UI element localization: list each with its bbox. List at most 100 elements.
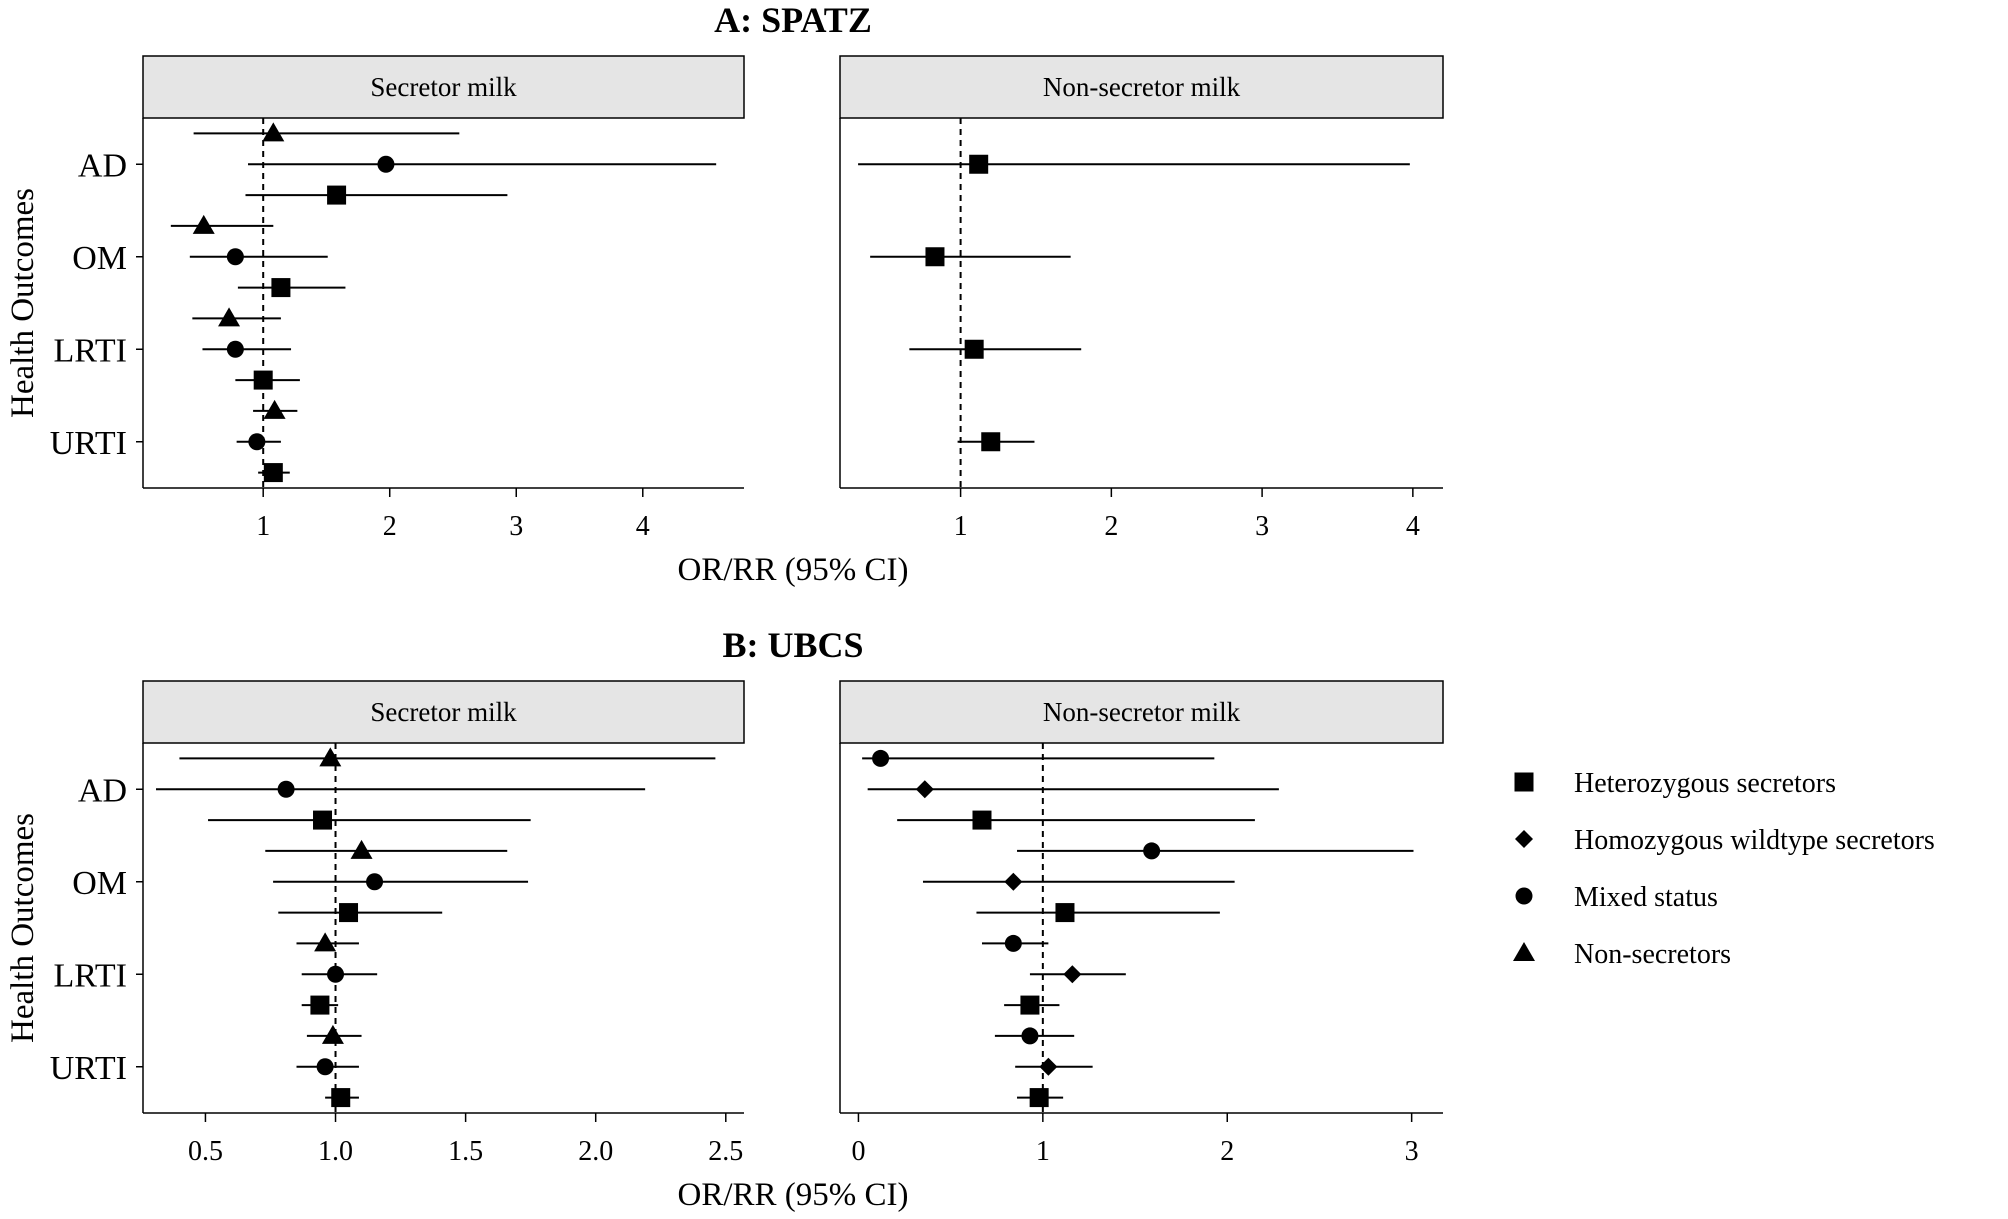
legend-key-square [1514,772,1534,792]
point-marker [969,154,989,174]
point-marker [1020,995,1040,1015]
strip-background [839,680,1444,744]
point-marker [872,749,890,767]
point-marker [327,965,345,983]
panel-non-secretor-milk: Non-secretor milk 1 2 3 4 [839,55,1444,542]
point-marker [1004,872,1023,891]
point-marker [310,995,330,1015]
strip-label: Non-secretor milk [1043,72,1241,102]
strip-label: Non-secretor milk [1043,697,1241,727]
point-marker [277,780,295,798]
legend-item-non-secretors: Non-secretors [1513,939,1731,970]
point-marker [1021,1027,1039,1045]
point-marker [226,340,244,358]
estimate-ad-heterozygous-secretors [897,810,1255,830]
estimate-om-non-secretors [170,214,274,234]
panel-non-secretor-milk: Non-secretor milk 0 1 2 3 [839,680,1444,1167]
estimate-ad-heterozygous-secretors [245,185,508,205]
legend-label: Non-secretors [1574,939,1731,970]
estimate-ad-homozygous-wildtype-secretors [867,780,1279,799]
point-marker [327,185,347,205]
estimate-om-mixed-status [189,248,328,266]
point-marker [339,903,359,923]
x-tick-label: 1 [1036,1136,1050,1167]
point-marker [350,839,373,859]
legend-item-mixed-status: Mixed status [1515,882,1718,913]
x-tick-label: 2.0 [578,1136,613,1167]
panel-secretor-milk: Secretor milk 1 2 3 4 [142,55,745,542]
panel-secretor-milk: Secretor milk 0.5 1.0 1.5 2.0 2.5 [142,680,745,1167]
x-tick-label: 2.5 [708,1136,743,1167]
y-tick-label-ad: AD [78,772,127,809]
point-marker [377,155,395,173]
y-tick-label-ad: AD [78,147,127,184]
estimate-lrti-non-secretors [192,307,281,327]
estimate-ad-non-secretors [179,747,716,767]
y-tick-label-lrti: LRTI [54,332,128,369]
point-marker [925,247,945,267]
strip-background [142,55,745,119]
estimate-lrti-heterozygous-secretors [301,995,339,1015]
x-tick-label: 3 [1255,511,1269,542]
estimate-lrti-heterozygous-secretors [909,339,1082,359]
point-marker [263,399,286,419]
point-marker [366,873,384,891]
estimate-ad-mixed-status [862,749,1215,767]
estimate-lrti-non-secretors [296,932,359,952]
estimate-om-mixed-status [273,873,529,891]
estimate-om-heterozygous-secretors [870,247,1071,267]
point-marker [972,810,992,830]
estimate-urti-homozygous-wildtype-secretors [1015,1057,1093,1076]
estimate-lrti-heterozygous-secretors [1004,995,1060,1015]
point-marker [321,1024,344,1044]
strip-label: Secretor milk [370,697,517,727]
y-axis-title: Health Outcomes [5,813,41,1043]
point-marker [1055,903,1075,923]
y-tick-label-om: OM [72,865,127,902]
x-tick-label: 1 [954,511,968,542]
point-marker [218,307,241,327]
x-axis-title: OR/RR (95% CI) [678,552,909,588]
y-axis-title: Health Outcomes [5,188,41,418]
point-marker [1029,1088,1049,1108]
point-marker [964,339,984,359]
estimate-urti-non-secretors [253,399,298,419]
legend-key-diamond [1515,830,1533,848]
x-tick-label: 3 [509,511,523,542]
estimate-ad-non-secretors [193,122,460,142]
chart-title: A: SPATZ [714,0,872,40]
estimate-urti-heterozygous-secretors [957,432,1035,452]
legend-item-homozygous-wildtype-secretors: Homozygous wildtype secretors [1515,825,1935,856]
estimate-urti-heterozygous-secretors [325,1088,359,1108]
strip-label: Secretor milk [370,72,517,102]
estimate-ad-mixed-status [248,155,717,173]
y-tick-label-urti: URTI [50,425,127,462]
point-marker [313,810,333,830]
estimate-ad-mixed-status [156,780,646,798]
point-marker [1143,842,1161,860]
chart-block-b: B: UBCS Health Outcomes AD OM LRTI URTI Secret… [5,625,1444,1213]
x-tick-label: 2 [1220,1136,1234,1167]
x-tick-label: 4 [636,511,650,542]
x-axis-title: OR/RR (95% CI) [678,1177,909,1213]
estimate-om-heterozygous-secretors [976,903,1220,923]
y-tick-label-urti: URTI [50,1050,127,1087]
x-tick-label: 2 [1104,511,1118,542]
point-marker [253,370,273,390]
estimate-ad-heterozygous-secretors [208,810,531,830]
x-tick-label: 0.5 [188,1136,223,1167]
point-marker [915,780,934,799]
estimate-lrti-mixed-status [202,340,292,358]
point-marker [263,463,283,483]
legend-key-triangle [1513,942,1535,961]
x-tick-label: 1 [256,511,270,542]
x-tick-label: 1.5 [448,1136,483,1167]
estimate-urti-non-secretors [306,1024,362,1044]
legend-label: Homozygous wildtype secretors [1574,825,1935,856]
legend: Heterozygous secretors Homozygous wildtyp… [1513,768,1935,970]
point-marker [1004,934,1022,952]
point-marker [316,1058,334,1076]
estimate-urti-mixed-status [236,433,281,451]
estimate-urti-heterozygous-secretors [258,463,290,483]
